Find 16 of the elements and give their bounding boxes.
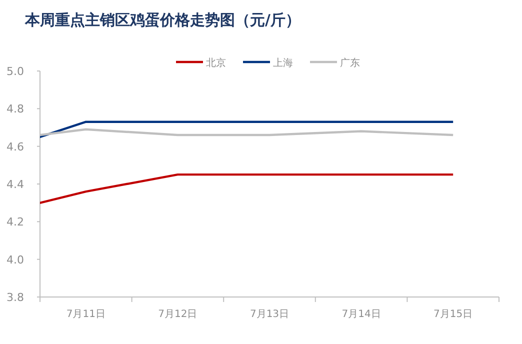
y-tick-label: 3.8 [6,291,24,304]
y-tick-label: 5.0 [6,65,24,78]
x-tick-label: 7月12日 [158,309,198,320]
y-tick-label: 4.2 [6,216,24,229]
x-tick-label: 7月15日 [434,309,473,320]
x-tick-label: 7月13日 [250,309,290,320]
x-tick-label: 7月14日 [342,309,381,320]
y-tick-label: 4.0 [6,253,24,266]
y-tick-label: 4.6 [6,140,24,154]
legend-label: 上海 [273,57,293,69]
legend-label: 广东 [340,57,360,69]
y-tick-label: 4.8 [6,102,24,116]
legend-label: 北京 [206,57,226,69]
x-tick-label: 7月11日 [66,309,106,320]
title: 本周重点主销区鸡蛋价格走势图（元/斤） [25,11,300,29]
y-tick-label: 4.4 [6,178,24,191]
